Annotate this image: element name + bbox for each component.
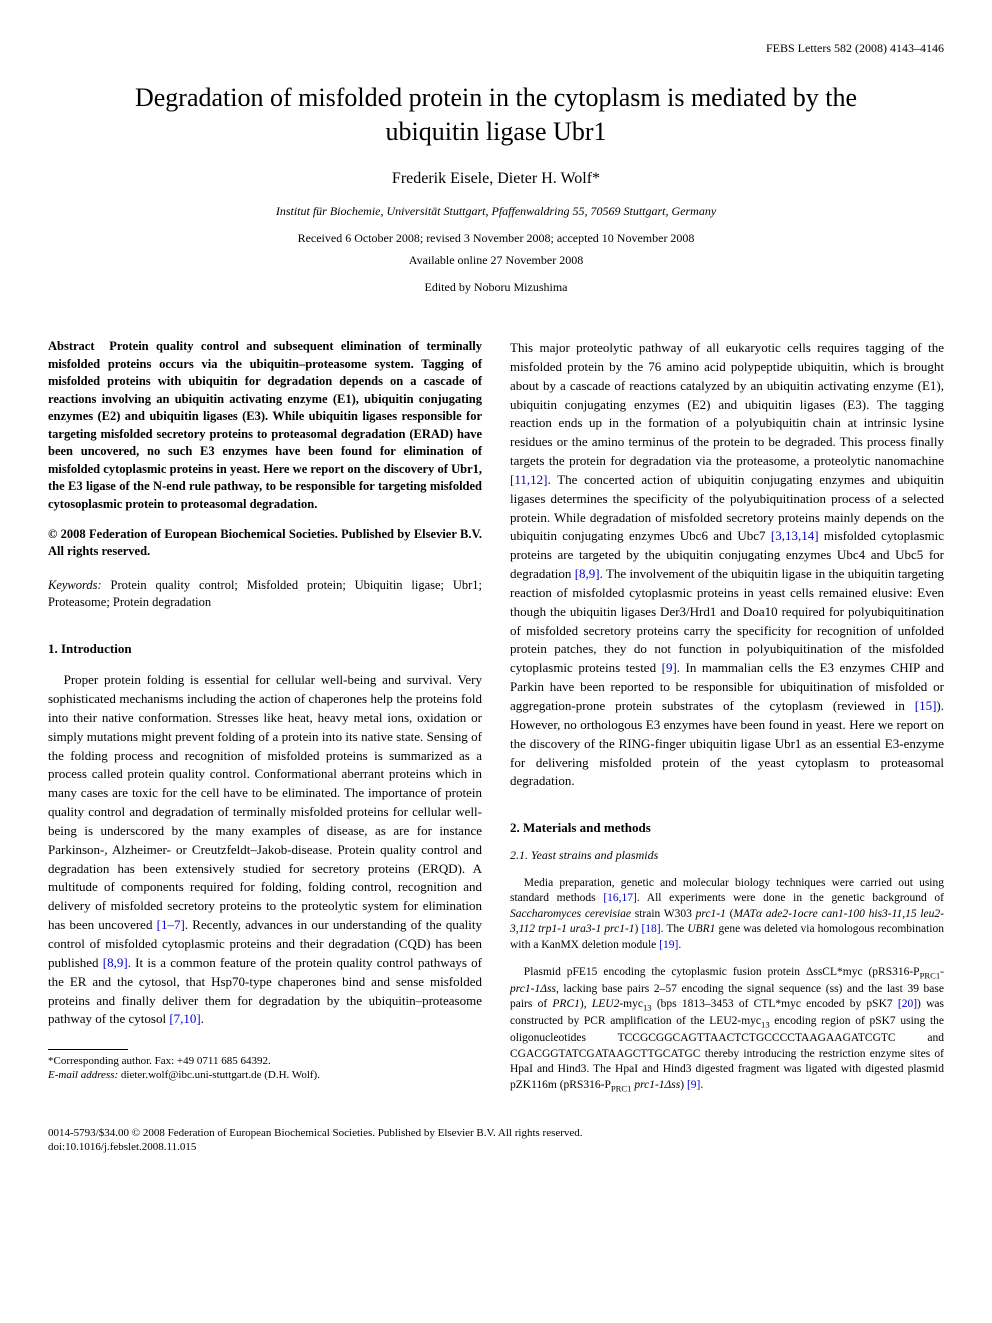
methods-ital-1: Saccharomyces cerevisiae bbox=[510, 908, 631, 920]
footnote-separator bbox=[48, 1049, 128, 1050]
methods-heading: 2. Materials and methods bbox=[510, 819, 944, 837]
email-label: E-mail address: bbox=[48, 1069, 118, 1081]
methods-ital-7: LEU2 bbox=[592, 998, 619, 1010]
authors: Frederik Eisele, Dieter H. Wolf* bbox=[48, 168, 944, 190]
methods-paragraph-2: Plasmid pFE15 encoding the cytoplasmic f… bbox=[510, 965, 944, 1095]
available-online: Available online 27 November 2008 bbox=[48, 252, 944, 269]
two-column-layout: Abstract Protein quality control and sub… bbox=[48, 326, 944, 1106]
ref-link-1-7[interactable]: [1–7] bbox=[157, 917, 185, 932]
methods-ital-6: PRC1 bbox=[552, 998, 579, 1010]
sub-prc1: PRC1 bbox=[920, 970, 941, 980]
abstract-label: Abstract bbox=[48, 339, 95, 353]
methods-2b: - bbox=[940, 966, 944, 978]
methods-paragraph-1: Media preparation, genetic and molecular… bbox=[510, 876, 944, 954]
ref-link-8-9[interactable]: [8,9] bbox=[103, 955, 128, 970]
methods-2d: ), bbox=[580, 998, 592, 1010]
methods-ital-5: prc1-1Δss bbox=[510, 983, 556, 995]
methods-subheading-1: 2.1. Yeast strains and plasmids bbox=[510, 847, 944, 864]
ref-link-3-13-14[interactable]: [3,13,14] bbox=[771, 528, 819, 543]
ref-link-9[interactable]: [9] bbox=[662, 660, 677, 675]
sub-13a: 13 bbox=[643, 1003, 652, 1013]
ref-link-16-17[interactable]: [16,17] bbox=[603, 892, 637, 904]
ref-link-18[interactable]: [18] bbox=[641, 923, 660, 935]
col2-text-1d: . The involvement of the ubiquitin ligas… bbox=[510, 566, 944, 675]
copyright: © 2008 Federation of European Biochemica… bbox=[48, 526, 482, 561]
affiliation: Institut für Biochemie, Universität Stut… bbox=[48, 203, 944, 220]
col2-text-1a: This major proteolytic pathway of all eu… bbox=[510, 340, 944, 468]
sub-13b: 13 bbox=[761, 1019, 770, 1029]
email-address[interactable]: dieter.wolf@ibc.uni-stuttgart.de (D.H. W… bbox=[121, 1069, 320, 1081]
methods-1f: . The bbox=[661, 923, 688, 935]
article-title: Degradation of misfolded protein in the … bbox=[108, 81, 884, 149]
left-column: Abstract Protein quality control and sub… bbox=[48, 326, 482, 1106]
ref-link-20[interactable]: [20] bbox=[898, 998, 917, 1010]
methods-1b: . All experiments were done in the genet… bbox=[637, 892, 944, 904]
editor: Edited by Noboru Mizushima bbox=[48, 279, 944, 296]
col2-paragraph: This major proteolytic pathway of all eu… bbox=[510, 339, 944, 791]
intro-heading: 1. Introduction bbox=[48, 640, 482, 658]
keywords: Keywords: Protein quality control; Misfo… bbox=[48, 577, 482, 612]
methods-1c: strain W303 bbox=[631, 908, 696, 920]
footer-doi: doi:10.1016/j.febslet.2008.11.015 bbox=[48, 1140, 944, 1154]
ref-link-7-10[interactable]: [7,10] bbox=[169, 1011, 200, 1026]
ref-link-15[interactable]: [15] bbox=[915, 698, 937, 713]
ref-link-19[interactable]: [19] bbox=[659, 939, 678, 951]
methods-2k: . bbox=[700, 1079, 703, 1091]
ref-link-11-12[interactable]: [11,12] bbox=[510, 472, 547, 487]
journal-header: FEBS Letters 582 (2008) 4143–4146 bbox=[48, 40, 944, 57]
methods-2a: Plasmid pFE15 encoding the cytoplasmic f… bbox=[524, 966, 920, 978]
ref-link-9b[interactable]: [9] bbox=[687, 1079, 700, 1091]
methods-ital-8: prc1-1Δss bbox=[634, 1079, 680, 1091]
methods-2f: (bps 1813–3453 of CTL*myc encoded by pSK… bbox=[652, 998, 898, 1010]
abstract-body: Protein quality control and subsequent e… bbox=[48, 339, 482, 511]
intro-text-1d: . bbox=[201, 1011, 204, 1026]
methods-1h: . bbox=[678, 939, 681, 951]
intro-paragraph: Proper protein folding is essential for … bbox=[48, 671, 482, 1029]
methods-2j: ) bbox=[680, 1079, 687, 1091]
sub-prc2: PRC1 bbox=[611, 1083, 632, 1093]
keywords-text: Protein quality control; Misfolded prote… bbox=[48, 578, 482, 610]
right-column: This major proteolytic pathway of all eu… bbox=[510, 326, 944, 1106]
corresponding-author: *Corresponding author. Fax: +49 0711 685… bbox=[48, 1054, 482, 1068]
methods-ital-2: prc1-1 bbox=[696, 908, 726, 920]
methods-2e: -myc bbox=[619, 998, 643, 1010]
email-line: E-mail address: dieter.wolf@ibc.uni-stut… bbox=[48, 1068, 482, 1082]
footer-line-1: 0014-5793/$34.00 © 2008 Federation of Eu… bbox=[48, 1126, 944, 1140]
methods-ital-4: UBR1 bbox=[687, 923, 715, 935]
intro-text-1a: Proper protein folding is essential for … bbox=[48, 672, 482, 932]
keywords-label: Keywords: bbox=[48, 578, 102, 592]
ref-link-8-9b[interactable]: [8,9] bbox=[575, 566, 600, 581]
dates-received: Received 6 October 2008; revised 3 Novem… bbox=[48, 230, 944, 247]
abstract: Abstract Protein quality control and sub… bbox=[48, 338, 482, 513]
